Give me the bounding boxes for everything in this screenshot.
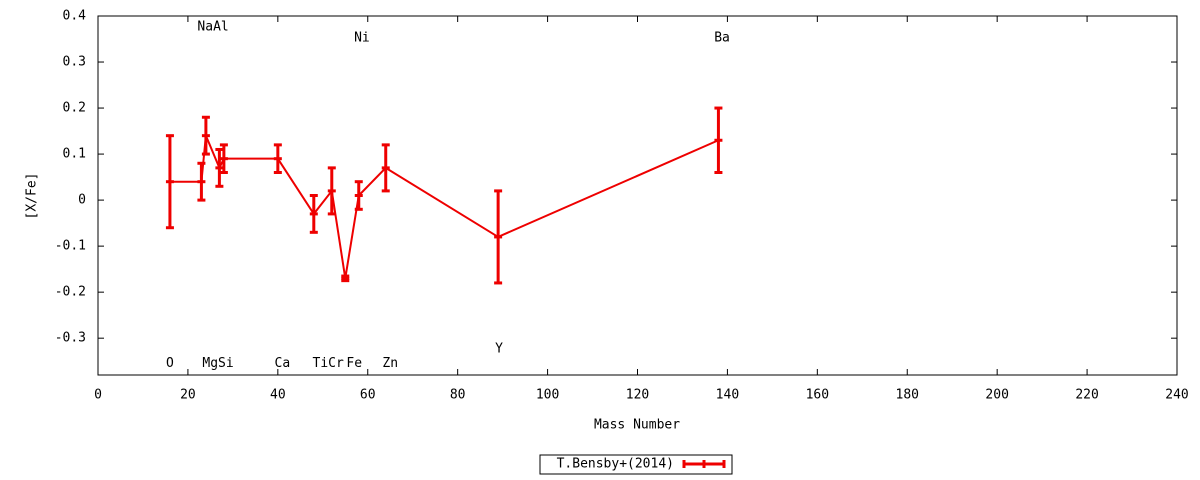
legend-label: T.Bensby+(2014) bbox=[557, 457, 674, 472]
error-bar bbox=[494, 189, 503, 285]
annotation: NaAl bbox=[197, 20, 228, 35]
x-tick-label: 180 bbox=[896, 388, 919, 403]
x-tick-label: 20 bbox=[180, 388, 196, 403]
error-bar bbox=[197, 161, 206, 202]
y-tick-label: 0.4 bbox=[63, 9, 87, 24]
error-bar bbox=[309, 194, 318, 234]
x-tick-label: 160 bbox=[806, 388, 829, 403]
error-bar bbox=[381, 143, 390, 193]
annotation: Ni bbox=[354, 31, 370, 46]
x-tick-label: 200 bbox=[985, 388, 1008, 403]
error-bar bbox=[341, 274, 350, 283]
y-tick-label: -0.3 bbox=[55, 331, 86, 346]
error-bar bbox=[165, 134, 174, 230]
error-bar bbox=[201, 115, 210, 156]
error-bar bbox=[354, 180, 363, 211]
annotation: Fe bbox=[346, 356, 362, 371]
x-tick-label: 120 bbox=[626, 388, 649, 403]
y-axis-label: [X/Fe] bbox=[25, 173, 40, 220]
y-tick-label: -0.2 bbox=[55, 285, 86, 300]
y-tick-label: 0 bbox=[78, 193, 86, 208]
error-bar bbox=[219, 143, 228, 174]
x-tick-label: 40 bbox=[270, 388, 286, 403]
error-bar bbox=[714, 106, 723, 174]
x-tick-label: 240 bbox=[1165, 388, 1188, 403]
annotation: MgSi bbox=[202, 356, 233, 371]
x-tick-label: 60 bbox=[360, 388, 376, 403]
y-tick-label: 0.1 bbox=[63, 147, 86, 162]
y-tick-label: 0.2 bbox=[63, 101, 86, 116]
error-bar bbox=[273, 143, 282, 174]
x-tick-label: 140 bbox=[716, 388, 739, 403]
x-axis-label: Mass Number bbox=[594, 418, 680, 433]
plot-frame bbox=[97, 15, 1178, 376]
annotation: Y bbox=[495, 342, 503, 357]
x-tick-label: 100 bbox=[536, 388, 559, 403]
annotation: TiCr bbox=[313, 356, 344, 371]
x-tick-label: 0 bbox=[94, 388, 102, 403]
annotation: Ba bbox=[714, 31, 730, 46]
annotation: Ca bbox=[275, 356, 291, 371]
data-line bbox=[169, 135, 719, 279]
error-bar bbox=[327, 166, 336, 216]
annotation: Zn bbox=[382, 356, 398, 371]
error-bar bbox=[215, 147, 224, 188]
y-tick-label: -0.1 bbox=[55, 239, 86, 254]
x-tick-label: 80 bbox=[450, 388, 466, 403]
annotation: O bbox=[166, 356, 174, 371]
y-tick-label: 0.3 bbox=[63, 55, 86, 70]
legend-box bbox=[539, 454, 733, 475]
x-tick-label: 220 bbox=[1075, 388, 1098, 403]
